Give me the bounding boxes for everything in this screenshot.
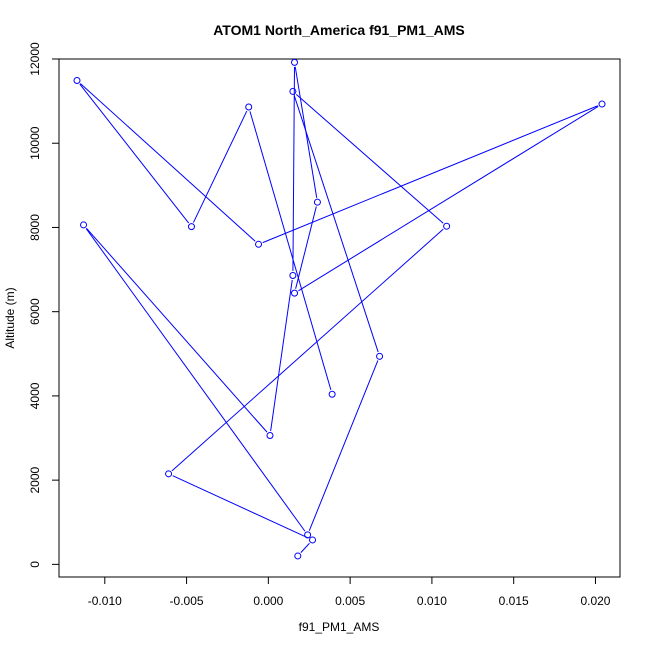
data-point (245, 103, 253, 111)
x-tick-label: 0.000 (253, 594, 283, 608)
series-segment (295, 206, 317, 289)
data-point (255, 240, 263, 248)
series-segment (172, 475, 309, 539)
data-point (80, 221, 88, 229)
x-tick-label: 0.015 (499, 594, 529, 608)
series-segment (79, 83, 190, 224)
data-point (309, 536, 317, 544)
data-point (165, 470, 173, 478)
y-axis-label: Altitude (m) (3, 287, 17, 348)
series-segment (293, 95, 379, 353)
series-segment (308, 360, 379, 531)
data-point (289, 271, 297, 279)
x-tick-label: -0.010 (88, 594, 122, 608)
data-point (73, 76, 81, 84)
series (73, 58, 606, 560)
series-segment (192, 110, 248, 223)
series-segment (300, 542, 310, 553)
series-segment (171, 228, 444, 472)
y-tick-label: 2000 (28, 466, 42, 493)
x-axis-label: f91_PM1_AMS (299, 620, 380, 634)
data-point (313, 198, 321, 206)
series-segment (79, 83, 256, 242)
x-tick-label: 0.005 (335, 594, 365, 608)
x-tick-label: -0.005 (170, 594, 204, 608)
series-segment (270, 279, 293, 432)
y-tick-label: 4000 (28, 382, 42, 409)
data-point (291, 58, 299, 66)
data-point (266, 431, 274, 439)
series-segment (86, 227, 268, 433)
series-segment (85, 228, 306, 532)
data-point (294, 552, 302, 560)
series-segment (249, 111, 332, 391)
x-tick-label: 0.010 (417, 594, 447, 608)
y-tick-label: 10000 (28, 126, 42, 160)
y-tick-label: 6000 (28, 298, 42, 325)
series-segment (295, 94, 444, 224)
series-segment (262, 105, 599, 244)
data-point (304, 531, 312, 539)
y-tick-label: 0 (28, 561, 42, 568)
y-tick-label: 12000 (28, 42, 42, 76)
plot-frame (58, 58, 621, 578)
series-segment (292, 66, 295, 271)
data-point (328, 390, 336, 398)
series-segment (294, 66, 318, 198)
data-point (443, 222, 451, 230)
data-point (376, 352, 384, 360)
series-segment (298, 105, 599, 292)
chart-title: ATOM1 North_America f91_PM1_AMS (213, 22, 465, 38)
y-tick-label: 8000 (28, 214, 42, 241)
data-point (598, 100, 606, 108)
x-axis: -0.010 -0.005 0.000 0.005 0.010 0.015 0.020 (88, 576, 611, 608)
data-point (187, 223, 195, 231)
x-tick-label: 0.020 (580, 594, 610, 608)
data-point (291, 289, 299, 297)
y-axis: 0 2000 4000 6000 8000 10000 12000 (28, 42, 60, 568)
data-point (289, 87, 297, 95)
